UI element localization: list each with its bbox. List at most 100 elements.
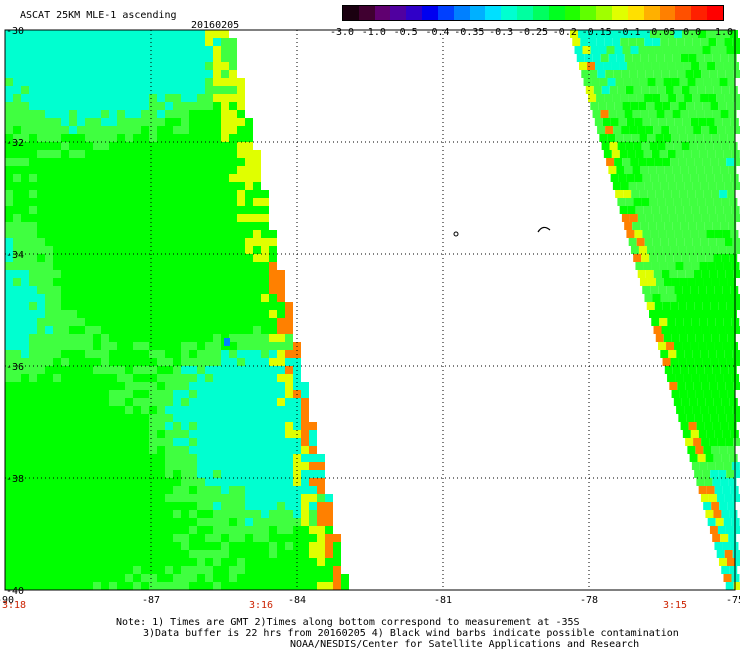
swath-cell bbox=[141, 454, 149, 462]
swath-cell bbox=[133, 182, 141, 190]
swath-cell bbox=[117, 46, 125, 54]
swath-cell bbox=[85, 518, 93, 526]
swath-cell bbox=[237, 206, 245, 214]
color-scale-cell bbox=[580, 6, 597, 20]
swath-cell bbox=[37, 430, 45, 438]
swath-cell bbox=[133, 518, 141, 526]
swath-cell bbox=[700, 406, 709, 414]
swath-cell bbox=[189, 206, 197, 214]
swath-cell bbox=[125, 94, 133, 102]
swath-cell bbox=[237, 406, 245, 414]
swath-cell bbox=[21, 398, 29, 406]
swath-cell bbox=[53, 110, 61, 118]
swath-cell bbox=[728, 478, 737, 486]
swath-cell bbox=[607, 78, 616, 86]
swath-cell bbox=[141, 302, 149, 310]
swath-cell bbox=[666, 174, 675, 182]
swath-cell bbox=[261, 214, 269, 222]
color-scale-cell bbox=[390, 6, 407, 20]
swath-cell bbox=[149, 246, 157, 254]
swath-cell bbox=[728, 54, 737, 62]
swath-cell bbox=[695, 390, 704, 398]
swath-cell bbox=[69, 254, 77, 262]
swath-cell bbox=[229, 190, 237, 198]
swath-cell bbox=[723, 262, 732, 270]
swath-cell bbox=[45, 566, 53, 574]
swath-cell bbox=[664, 222, 673, 230]
swath-cell bbox=[253, 470, 261, 478]
swath-cell bbox=[29, 374, 37, 382]
swath-cell bbox=[706, 342, 715, 350]
swath-cell bbox=[173, 230, 181, 238]
swath-cell bbox=[285, 334, 293, 342]
swath-cell bbox=[165, 94, 173, 102]
swath-cell bbox=[708, 94, 717, 102]
swath-cell bbox=[5, 454, 13, 462]
swath-cell bbox=[710, 246, 719, 254]
swath-cell bbox=[117, 214, 125, 222]
swath-cell bbox=[638, 158, 647, 166]
swath-cell bbox=[149, 126, 157, 134]
swath-cell bbox=[727, 502, 736, 510]
swath-cell bbox=[309, 422, 317, 430]
swath-cell bbox=[722, 118, 731, 126]
swath-cell bbox=[157, 334, 165, 342]
swath-cell bbox=[603, 150, 612, 158]
swath-cell bbox=[61, 462, 69, 470]
swath-cell bbox=[717, 526, 726, 534]
swath-cell bbox=[720, 366, 729, 374]
swath-cell bbox=[117, 534, 125, 542]
swath-cell bbox=[21, 470, 29, 478]
swath-cell bbox=[728, 366, 737, 374]
swath-cell bbox=[229, 134, 237, 142]
swath-cell bbox=[101, 398, 109, 406]
swath-cell bbox=[261, 206, 269, 214]
swath-cell bbox=[205, 110, 213, 118]
swath-cell bbox=[5, 182, 13, 190]
swath-cell bbox=[663, 334, 672, 342]
swath-cell bbox=[61, 430, 69, 438]
swath-cell bbox=[69, 182, 77, 190]
swath-cell bbox=[5, 118, 13, 126]
swath-cell bbox=[61, 246, 69, 254]
swath-cell bbox=[664, 366, 673, 374]
swath-cell bbox=[101, 542, 109, 550]
swath-cell bbox=[125, 54, 133, 62]
swath-cell bbox=[630, 158, 639, 166]
swath-cell bbox=[237, 326, 245, 334]
swath-cell bbox=[101, 582, 109, 590]
swath-cell bbox=[717, 438, 726, 446]
swath-cell bbox=[611, 150, 620, 158]
swath-cell bbox=[157, 406, 165, 414]
swath-cell bbox=[213, 142, 221, 150]
swath-cell bbox=[301, 566, 309, 574]
swath-cell bbox=[5, 350, 13, 358]
swath-cell bbox=[69, 542, 77, 550]
swath-cell bbox=[197, 374, 205, 382]
swath-cell bbox=[157, 214, 165, 222]
swath-cell bbox=[698, 286, 707, 294]
swath-cell bbox=[639, 78, 648, 86]
swath-cell bbox=[173, 422, 181, 430]
swath-cell bbox=[682, 118, 691, 126]
swath-cell bbox=[261, 398, 269, 406]
swath-cell bbox=[181, 190, 189, 198]
swath-cell bbox=[37, 198, 45, 206]
swath-cell bbox=[149, 150, 157, 158]
swath-cell bbox=[189, 486, 197, 494]
swath-cell bbox=[101, 214, 109, 222]
swath-cell bbox=[688, 54, 697, 62]
swath-cell bbox=[261, 526, 269, 534]
swath-cell bbox=[157, 350, 165, 358]
swath-cell bbox=[165, 566, 173, 574]
swath-cell bbox=[325, 502, 333, 510]
swath-cell bbox=[5, 566, 13, 574]
swath-cell bbox=[13, 558, 21, 566]
swath-cell bbox=[245, 190, 253, 198]
swath-cell bbox=[237, 526, 245, 534]
swath-cell bbox=[173, 326, 181, 334]
swath-cell bbox=[213, 438, 221, 446]
swath-cell bbox=[117, 398, 125, 406]
swath-cell bbox=[237, 550, 245, 558]
swath-cell bbox=[237, 350, 245, 358]
